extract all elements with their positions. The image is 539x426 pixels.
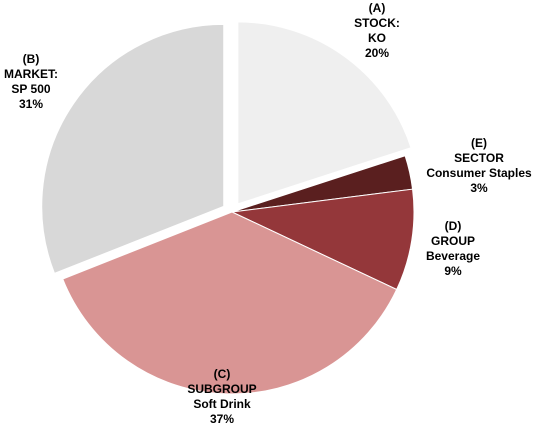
label-group-letter: (D) [445,219,462,233]
pie-slices [41,21,415,395]
label-group-percent: 9% [444,264,462,278]
label-subgroup-category: SUBGROUP [187,382,256,396]
label-stock-letter: (A) [369,1,386,15]
pie-slice-market [41,23,225,275]
label-group: (D) GROUP Beverage 9% [426,219,480,278]
label-stock-name: KO [368,31,386,45]
label-sector: (E) SECTOR Consumer Staples 3% [426,136,532,195]
label-sector-letter: (E) [471,136,487,150]
label-group-name: Beverage [426,249,480,263]
label-subgroup-percent: 37% [210,412,234,426]
label-sector-name: Consumer Staples [426,166,532,180]
label-group-category: GROUP [431,234,475,248]
label-subgroup: (C) SUBGROUP Soft Drink 37% [187,367,256,426]
label-stock: (A) STOCK: KO 20% [354,1,400,60]
label-market-percent: 31% [19,97,43,111]
label-stock-percent: 20% [365,46,389,60]
label-sector-percent: 3% [470,181,488,195]
pie-slice-subgroup [62,211,398,395]
label-market-letter: (B) [23,52,40,66]
label-subgroup-name: Soft Drink [193,397,251,411]
label-market-name: SP 500 [11,82,50,96]
pie-slice-group [230,188,415,291]
label-subgroup-letter: (C) [214,367,231,381]
label-sector-category: SECTOR [454,151,504,165]
label-market: (B) MARKET: SP 500 31% [4,52,58,111]
pie-slice-stock [237,21,412,205]
label-market-category: MARKET: [4,67,58,81]
label-stock-category: STOCK: [354,16,400,30]
